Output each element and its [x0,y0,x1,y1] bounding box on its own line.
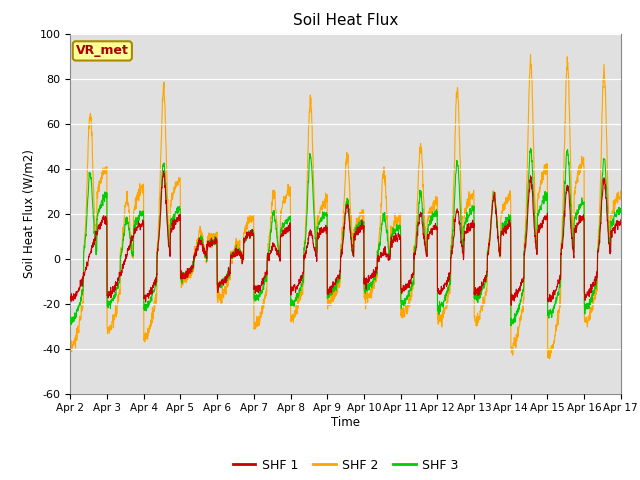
SHF 2 [569,228,577,233]
SHF 1 [220,278,228,284]
SHF 2 [584,319,592,324]
SHF 3 [67,313,74,319]
Line: SHF 2: SHF 2 [70,55,621,359]
SHF 2 [67,340,74,346]
SHF 1 [569,244,577,250]
SHF 1 [506,222,513,228]
SHF 2 [374,250,381,255]
Line: SHF 1: SHF 1 [70,171,621,305]
SHF 3 [374,248,381,254]
SHF 3 [617,210,625,216]
SHF 1 [584,292,592,298]
SHF 1 [362,279,369,285]
SHF 3 [507,323,515,329]
SHF 2 [527,52,534,58]
SHF 2 [362,298,369,304]
SHF 2 [220,287,228,293]
SHF 2 [546,356,554,361]
X-axis label: Time: Time [331,416,360,429]
SHF 1 [508,302,515,308]
Y-axis label: Soil Heat Flux (W/m2): Soil Heat Flux (W/m2) [22,149,35,278]
SHF 3 [220,278,228,284]
SHF 3 [584,303,592,309]
SHF 1 [160,168,168,174]
SHF 1 [374,257,381,263]
SHF 3 [569,236,577,241]
SHF 1 [617,217,625,223]
SHF 2 [617,188,625,194]
Title: Soil Heat Flux: Soil Heat Flux [293,13,398,28]
SHF 3 [362,290,369,296]
Text: VR_met: VR_met [76,44,129,58]
SHF 3 [506,220,513,226]
SHF 2 [506,192,513,197]
SHF 1 [67,295,74,300]
Legend: SHF 1, SHF 2, SHF 3: SHF 1, SHF 2, SHF 3 [228,454,463,477]
SHF 3 [527,145,534,151]
Line: SHF 3: SHF 3 [70,148,621,326]
